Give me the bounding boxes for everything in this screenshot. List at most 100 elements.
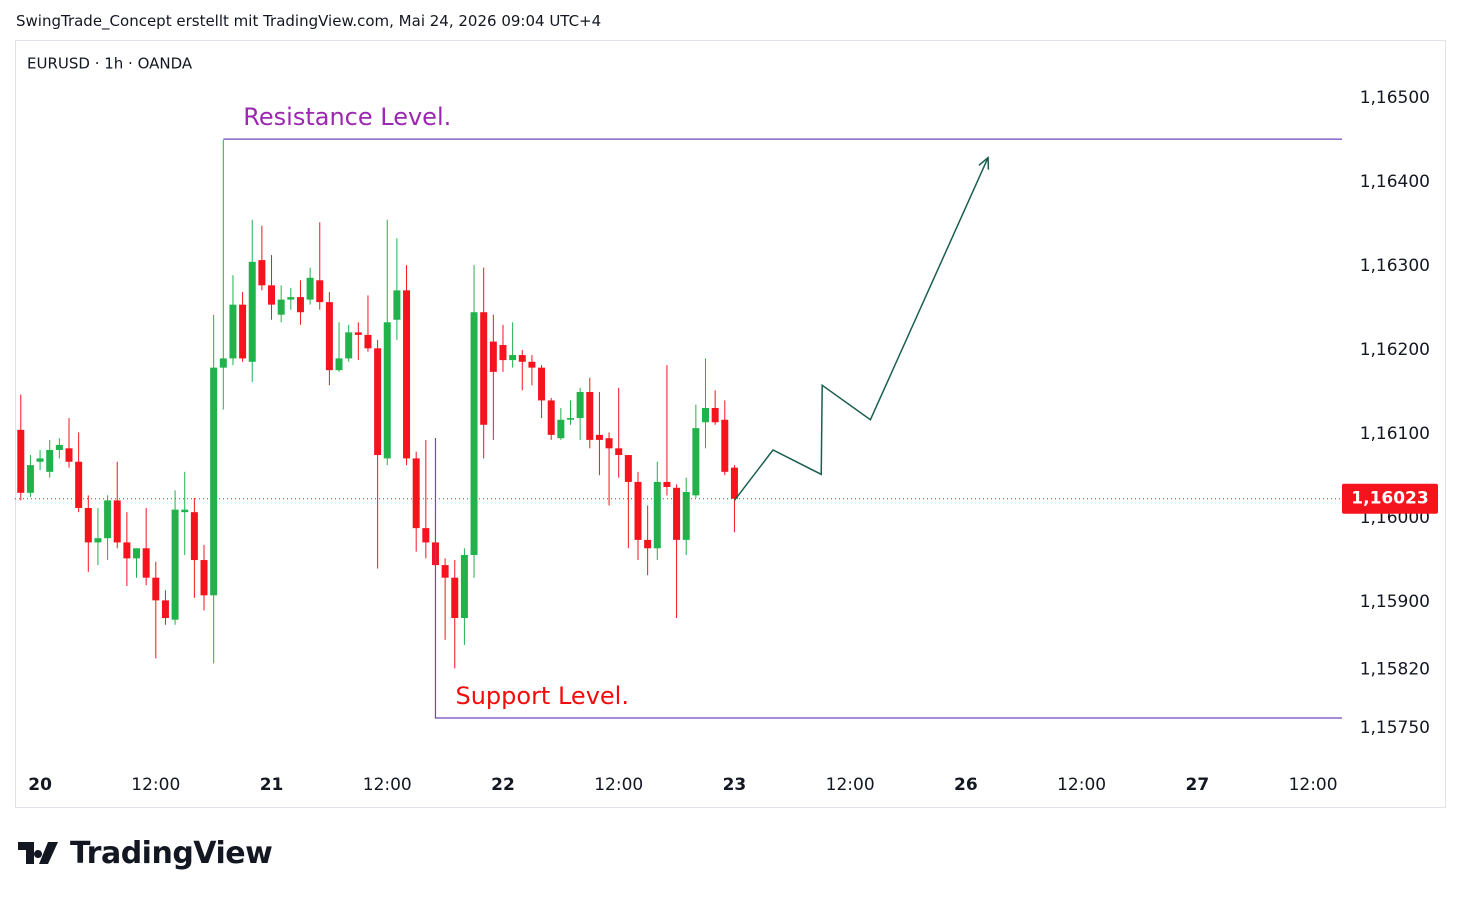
candle-body <box>615 448 623 456</box>
y-tick-label: 1,15820 <box>1360 659 1430 679</box>
candle-body <box>653 481 661 549</box>
y-tick-label: 1,16200 <box>1360 340 1430 360</box>
candle-body <box>441 565 449 578</box>
candle-body <box>133 548 141 559</box>
y-tick-label: 1,16500 <box>1360 88 1430 108</box>
x-tick-label: 12:00 <box>594 775 643 795</box>
candle-body <box>287 297 295 300</box>
projection-arrowhead <box>978 156 990 170</box>
candle-body <box>499 344 507 361</box>
x-tick-label: 20 <box>28 775 52 795</box>
y-tick-label: 1,15750 <box>1360 718 1430 738</box>
candle-body <box>721 419 729 472</box>
candle-body <box>229 304 237 359</box>
last-price-box <box>1342 483 1438 514</box>
x-tick-label: 22 <box>491 775 515 795</box>
logo-text: TradingView <box>70 836 273 871</box>
candle-body <box>55 444 63 450</box>
candle-body <box>190 512 198 561</box>
candle-body <box>84 507 92 543</box>
chart-title: EURUSD · 1h · OANDA <box>27 55 193 73</box>
candle-body <box>470 312 478 556</box>
candle-body <box>634 481 642 540</box>
x-tick-label: 12:00 <box>1057 775 1106 795</box>
candle-body <box>547 400 555 435</box>
candle-body <box>46 449 54 472</box>
y-tick-label: 1,16100 <box>1360 424 1430 444</box>
candle-body <box>595 434 603 440</box>
candle-body <box>104 500 112 539</box>
candle-body <box>557 419 565 439</box>
candle-body <box>181 509 189 513</box>
candle-body <box>335 358 343 371</box>
frame <box>15 40 1446 808</box>
candle-body <box>123 542 131 559</box>
level-label: Support Level. <box>455 682 628 710</box>
candle-body <box>663 481 671 487</box>
x-tick-label: 12:00 <box>826 775 875 795</box>
candle-body <box>36 458 44 462</box>
candle-body <box>702 407 710 423</box>
logo-icon <box>18 842 58 864</box>
candle-body <box>692 428 700 496</box>
x-tick-label: 21 <box>260 775 284 795</box>
candle-body <box>26 465 34 493</box>
candle-body <box>383 322 391 459</box>
candle-body <box>239 304 247 359</box>
projection-path <box>733 157 989 501</box>
x-tick-label: 23 <box>723 775 747 795</box>
candle-body <box>480 312 488 425</box>
candle-body <box>210 367 218 596</box>
candle-body <box>393 290 401 320</box>
x-tick-label: 12:00 <box>363 775 412 795</box>
candle-body <box>586 392 594 440</box>
candle-body <box>673 487 681 540</box>
last-price-label: 1,16023 <box>1351 489 1428 509</box>
candle-body <box>17 429 25 493</box>
candle-body <box>248 261 256 362</box>
header-title: SwingTrade_Concept erstellt mit TradingV… <box>16 12 602 30</box>
candle-body <box>538 367 546 401</box>
candle-body <box>152 577 160 601</box>
candle-body <box>460 555 468 619</box>
candle-body <box>682 491 690 540</box>
candle-body <box>219 358 227 368</box>
candle-body <box>354 332 362 335</box>
candle-body <box>624 455 632 482</box>
candle-body <box>374 348 382 456</box>
x-tick-label: 12:00 <box>1289 775 1338 795</box>
candle-body <box>422 528 430 543</box>
candle-body <box>171 509 179 620</box>
candle-body <box>451 577 459 619</box>
candle-body <box>113 500 121 543</box>
candle-body <box>200 560 208 596</box>
level-label: Resistance Level. <box>243 103 451 131</box>
candle-body <box>566 418 574 420</box>
y-tick-label: 1,16400 <box>1360 172 1430 192</box>
x-tick-label: 27 <box>1186 775 1210 795</box>
candle-body <box>644 539 652 549</box>
candle-body <box>489 341 497 372</box>
candle-body <box>518 355 526 362</box>
candle-body <box>296 297 304 313</box>
candle-body <box>65 448 73 462</box>
candle-body <box>277 299 285 315</box>
candle-body <box>75 461 83 508</box>
candle-body <box>325 302 333 371</box>
x-tick-label: 12:00 <box>131 775 180 795</box>
candle-body <box>711 407 719 423</box>
y-tick-label: 1,16300 <box>1360 256 1430 276</box>
candle-body <box>258 260 266 286</box>
candle-body <box>528 361 536 368</box>
candle-body <box>364 334 372 349</box>
candle-body <box>403 290 411 459</box>
candle-body <box>509 355 517 361</box>
y-tick-label: 1,15900 <box>1360 592 1430 612</box>
candle-body <box>142 548 150 578</box>
candle-body <box>412 458 420 529</box>
candle-body <box>306 277 314 300</box>
candle-body <box>94 538 102 543</box>
candle-body <box>161 600 169 619</box>
